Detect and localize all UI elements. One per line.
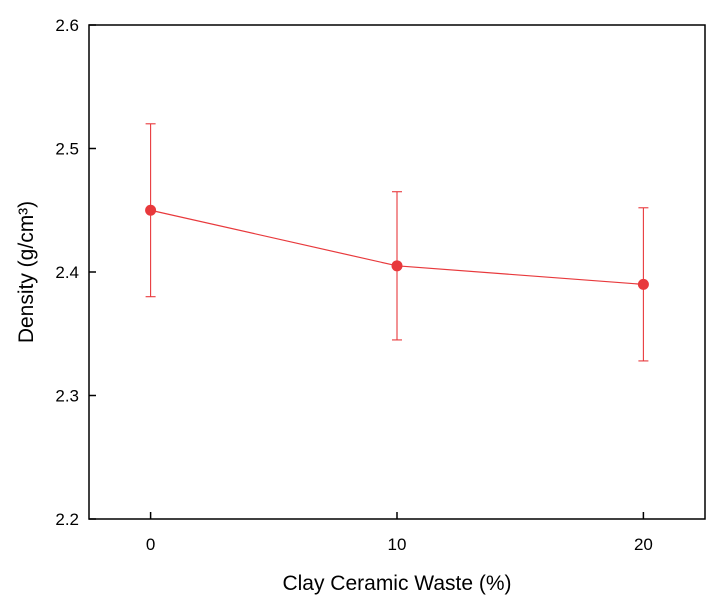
data-point <box>145 204 157 216</box>
y-tick-label: 2.2 <box>55 510 79 529</box>
x-tick-label: 0 <box>146 535 155 554</box>
x-tick-label: 20 <box>634 535 653 554</box>
y-axis-title: Density (g/cm³) <box>15 201 38 343</box>
y-axis-ticks: 2.2 2.3 2.4 2.5 2.6 <box>55 16 96 529</box>
series-layer <box>145 123 649 362</box>
data-point <box>391 260 403 272</box>
y-tick-label: 2.6 <box>55 16 79 35</box>
x-axis-ticks: 0 10 20 <box>146 512 653 554</box>
y-tick-label: 2.5 <box>55 140 79 159</box>
x-tick-label: 10 <box>388 535 407 554</box>
data-point <box>637 278 649 290</box>
y-tick-label: 2.4 <box>55 263 79 282</box>
y-tick-label: 2.3 <box>55 387 79 406</box>
x-axis-title: Clay Ceramic Waste (%) <box>282 572 511 595</box>
